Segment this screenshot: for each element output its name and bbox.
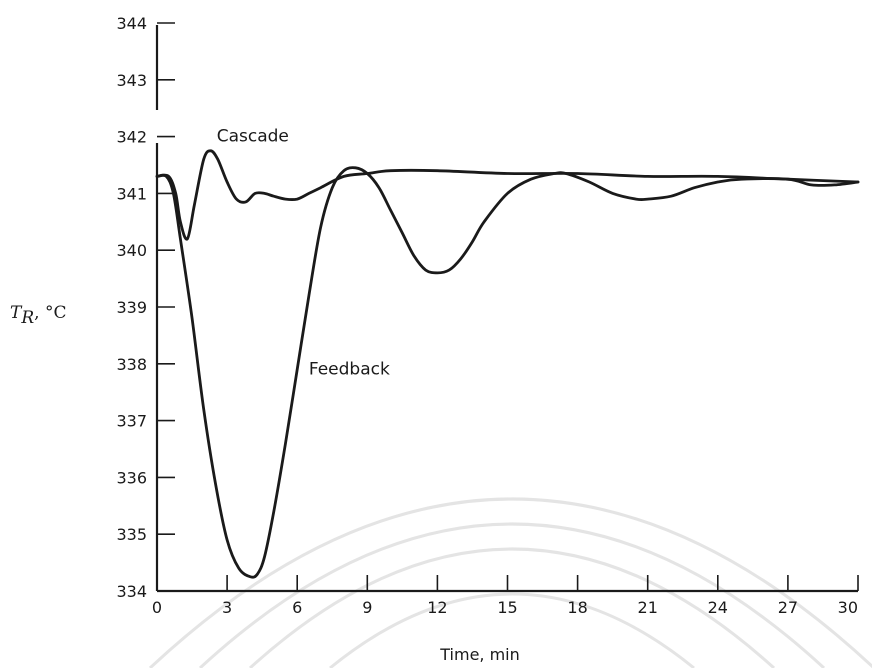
series-label-cascade: Cascade xyxy=(217,127,289,147)
x-tick-label: 6 xyxy=(292,598,302,617)
series-line-feedback xyxy=(155,166,860,579)
x-tick-label: 27 xyxy=(778,598,798,617)
series-layer xyxy=(155,149,860,579)
y-tick-label: 337 xyxy=(116,412,147,431)
x-tick-label: 18 xyxy=(567,598,587,617)
y-tick-label: 334 xyxy=(116,582,147,601)
x-tick-label: 12 xyxy=(427,598,447,617)
x-tick-label: 24 xyxy=(708,598,728,617)
y-tick-label: 341 xyxy=(116,184,147,203)
y-axis-label-subscript: R xyxy=(20,308,34,328)
y-axis-label: TR, °C xyxy=(10,303,66,328)
y-axis-label-unit: , °C xyxy=(34,303,66,323)
x-tick-label: 9 xyxy=(362,598,372,617)
x-tick-label: 15 xyxy=(497,598,517,617)
y-tick-label: 344 xyxy=(116,14,147,33)
x-axis-label: Time, min xyxy=(439,645,520,664)
y-tick-label: 335 xyxy=(116,525,147,544)
watermark-seal xyxy=(148,497,872,668)
y-tick-label: 338 xyxy=(116,355,147,374)
y-tick-label: 340 xyxy=(116,241,147,260)
x-tick-label: 0 xyxy=(152,598,162,617)
x-tick-label: 3 xyxy=(222,598,232,617)
y-tick-label: 339 xyxy=(116,298,147,317)
axes xyxy=(155,25,858,593)
y-axis-label-symbol: T xyxy=(10,303,23,323)
y-tick-label: 343 xyxy=(116,71,147,90)
x-tick-label: 30 xyxy=(838,598,858,617)
y-tick-label: 336 xyxy=(116,468,147,487)
x-tick-label: 21 xyxy=(638,598,658,617)
x-ticks: 0 3 6 9 12 15 18 21 24 27 30 xyxy=(152,575,859,617)
series-label-feedback: Feedback xyxy=(309,359,390,379)
y-ticks: 334 335 336 337 338 339 340 341 342 343 344 xyxy=(116,14,175,601)
y-tick-label: 342 xyxy=(116,128,147,147)
